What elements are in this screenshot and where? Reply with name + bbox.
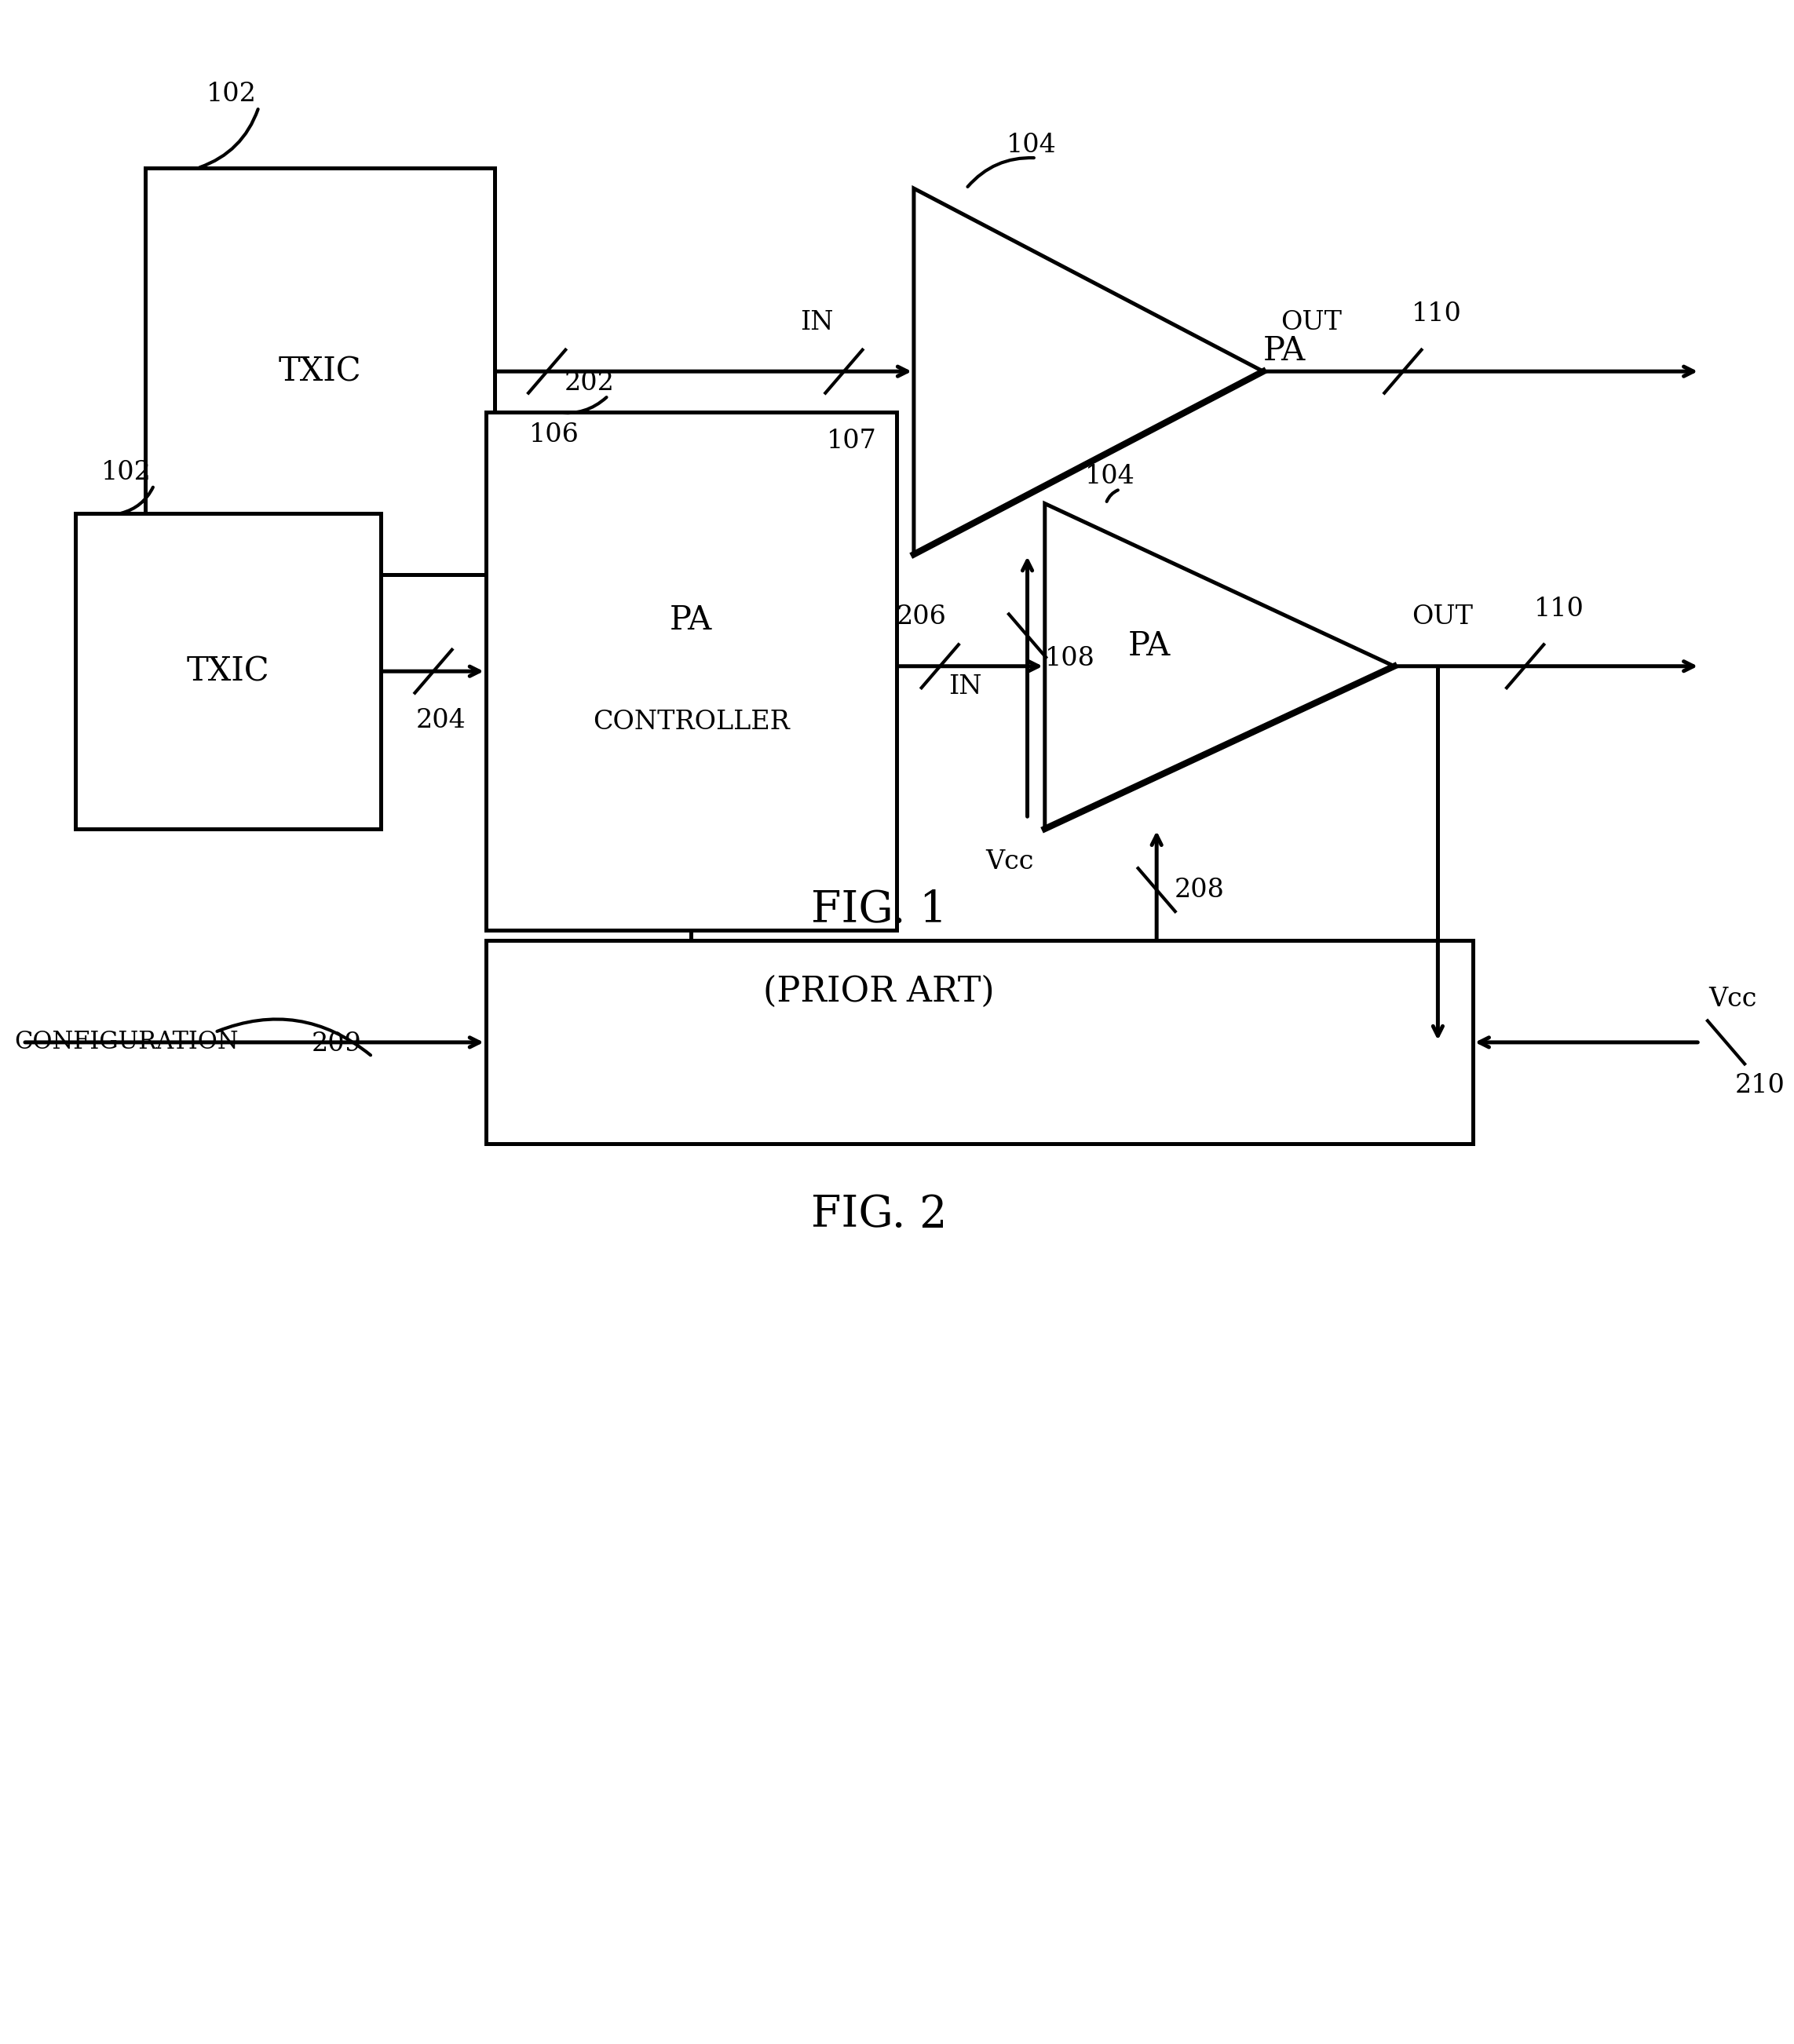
Text: 102: 102 [102,460,152,484]
Text: PA: PA [1263,335,1306,368]
Text: FIG. 2: FIG. 2 [811,1194,947,1237]
Text: IN: IN [800,311,834,335]
Text: OUT: OUT [1281,311,1342,335]
Bar [145,168,495,574]
Text: Vcc: Vcc [1708,987,1756,1012]
Text: 106: 106 [529,423,579,448]
Text: CONTROLLER: CONTROLLER [592,709,789,734]
Text: 110: 110 [1412,303,1462,327]
Text: 110: 110 [1534,597,1584,621]
Text: 107: 107 [827,429,877,454]
Text: PA: PA [1128,630,1171,662]
Text: TXIC: TXIC [187,654,269,687]
Bar [75,513,380,830]
Text: TXIC: TXIC [278,356,361,388]
Text: 209: 209 [310,1032,361,1057]
Text: FIG. 1: FIG. 1 [811,889,947,932]
Text: 102: 102 [206,82,257,106]
Text: CONFIGURATION: CONFIGURATION [14,1030,239,1055]
Text: 208: 208 [1173,877,1224,901]
Text: Vcc: Vcc [985,848,1033,875]
Text: OUT: OUT [1412,605,1473,630]
Text: 210: 210 [1735,1073,1785,1098]
Text: 104: 104 [1085,464,1136,489]
Text: 206: 206 [897,605,947,630]
Text: PA: PA [669,603,712,638]
Text: 204: 204 [416,707,466,734]
Bar [486,413,897,930]
Bar [486,940,1473,1145]
Text: 202: 202 [565,370,615,397]
Text: (PRIOR ART): (PRIOR ART) [762,975,994,1008]
Text: 104: 104 [1006,133,1057,157]
Text: 108: 108 [1044,646,1094,670]
Text: IN: IN [949,675,981,699]
